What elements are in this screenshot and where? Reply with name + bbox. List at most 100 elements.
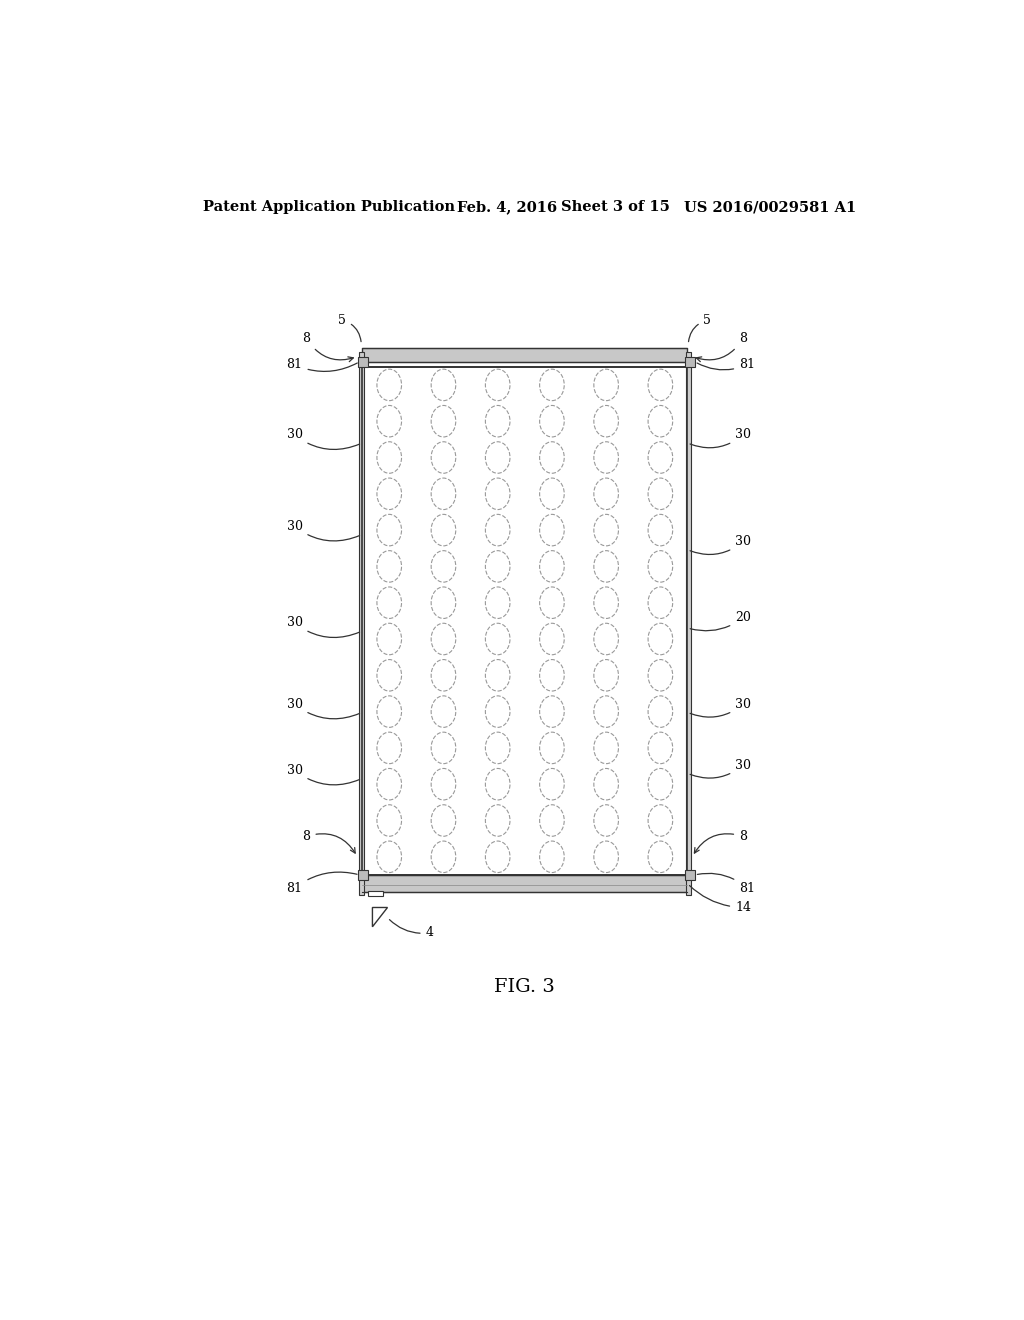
Bar [358,356,368,367]
Circle shape [540,550,564,582]
Bar [362,875,687,892]
Circle shape [377,370,401,401]
Circle shape [485,623,510,655]
Circle shape [485,768,510,800]
Circle shape [431,405,456,437]
Circle shape [540,660,564,692]
Text: 4: 4 [389,920,433,940]
Circle shape [431,515,456,546]
Circle shape [485,841,510,873]
Circle shape [594,841,618,873]
Bar [686,351,690,895]
Text: 30: 30 [690,759,751,777]
Bar [359,351,364,895]
Text: 8: 8 [302,830,355,853]
Circle shape [377,442,401,474]
Bar [358,870,368,880]
Text: 81: 81 [697,874,755,895]
Text: 30: 30 [287,698,359,719]
Circle shape [648,405,673,437]
Text: 81: 81 [287,873,357,895]
Circle shape [594,515,618,546]
Circle shape [431,696,456,727]
Circle shape [485,478,510,510]
Circle shape [377,696,401,727]
Circle shape [648,442,673,474]
Circle shape [431,623,456,655]
Text: US 2016/0029581 A1: US 2016/0029581 A1 [684,201,856,214]
Circle shape [485,660,510,692]
Text: 30: 30 [287,764,359,785]
Circle shape [485,587,510,619]
Text: 5: 5 [338,314,361,342]
Circle shape [377,805,401,837]
Text: Feb. 4, 2016: Feb. 4, 2016 [458,201,557,214]
Circle shape [594,660,618,692]
Text: 81: 81 [697,358,755,371]
Circle shape [648,805,673,837]
Bar [362,348,687,362]
Circle shape [485,515,510,546]
Text: 8: 8 [694,830,748,853]
Circle shape [377,733,401,764]
Bar [369,891,383,896]
Text: 30: 30 [690,429,751,447]
Text: 30: 30 [287,616,359,638]
Circle shape [485,405,510,437]
Circle shape [648,370,673,401]
Circle shape [540,696,564,727]
Circle shape [485,550,510,582]
Circle shape [540,370,564,401]
Text: 8: 8 [696,331,748,362]
Text: FIG. 3: FIG. 3 [495,978,555,995]
Circle shape [377,768,401,800]
Circle shape [648,733,673,764]
Text: 8: 8 [302,331,353,362]
Text: 30: 30 [690,698,751,717]
Circle shape [485,442,510,474]
Text: 20: 20 [690,611,751,631]
Circle shape [431,442,456,474]
Circle shape [648,550,673,582]
Text: 5: 5 [688,314,712,342]
Circle shape [377,478,401,510]
Circle shape [648,623,673,655]
Circle shape [431,805,456,837]
Text: 30: 30 [287,520,359,541]
Circle shape [594,623,618,655]
Circle shape [594,696,618,727]
Circle shape [540,478,564,510]
Circle shape [377,660,401,692]
Circle shape [648,696,673,727]
Circle shape [431,733,456,764]
Circle shape [485,696,510,727]
Circle shape [431,660,456,692]
Circle shape [377,550,401,582]
Circle shape [648,768,673,800]
Circle shape [431,370,456,401]
Circle shape [431,478,456,510]
Circle shape [540,623,564,655]
Circle shape [594,733,618,764]
Bar [685,870,694,880]
Circle shape [540,515,564,546]
Circle shape [540,442,564,474]
Circle shape [648,587,673,619]
Circle shape [648,478,673,510]
Circle shape [485,370,510,401]
Circle shape [540,841,564,873]
Circle shape [648,515,673,546]
Text: Patent Application Publication: Patent Application Publication [204,201,456,214]
Circle shape [540,733,564,764]
Circle shape [431,768,456,800]
Circle shape [377,587,401,619]
Text: 30: 30 [287,429,359,450]
Circle shape [648,841,673,873]
Circle shape [594,587,618,619]
Circle shape [377,405,401,437]
Circle shape [431,587,456,619]
Circle shape [485,805,510,837]
Text: Sheet 3 of 15: Sheet 3 of 15 [560,201,670,214]
Circle shape [594,370,618,401]
Circle shape [540,405,564,437]
